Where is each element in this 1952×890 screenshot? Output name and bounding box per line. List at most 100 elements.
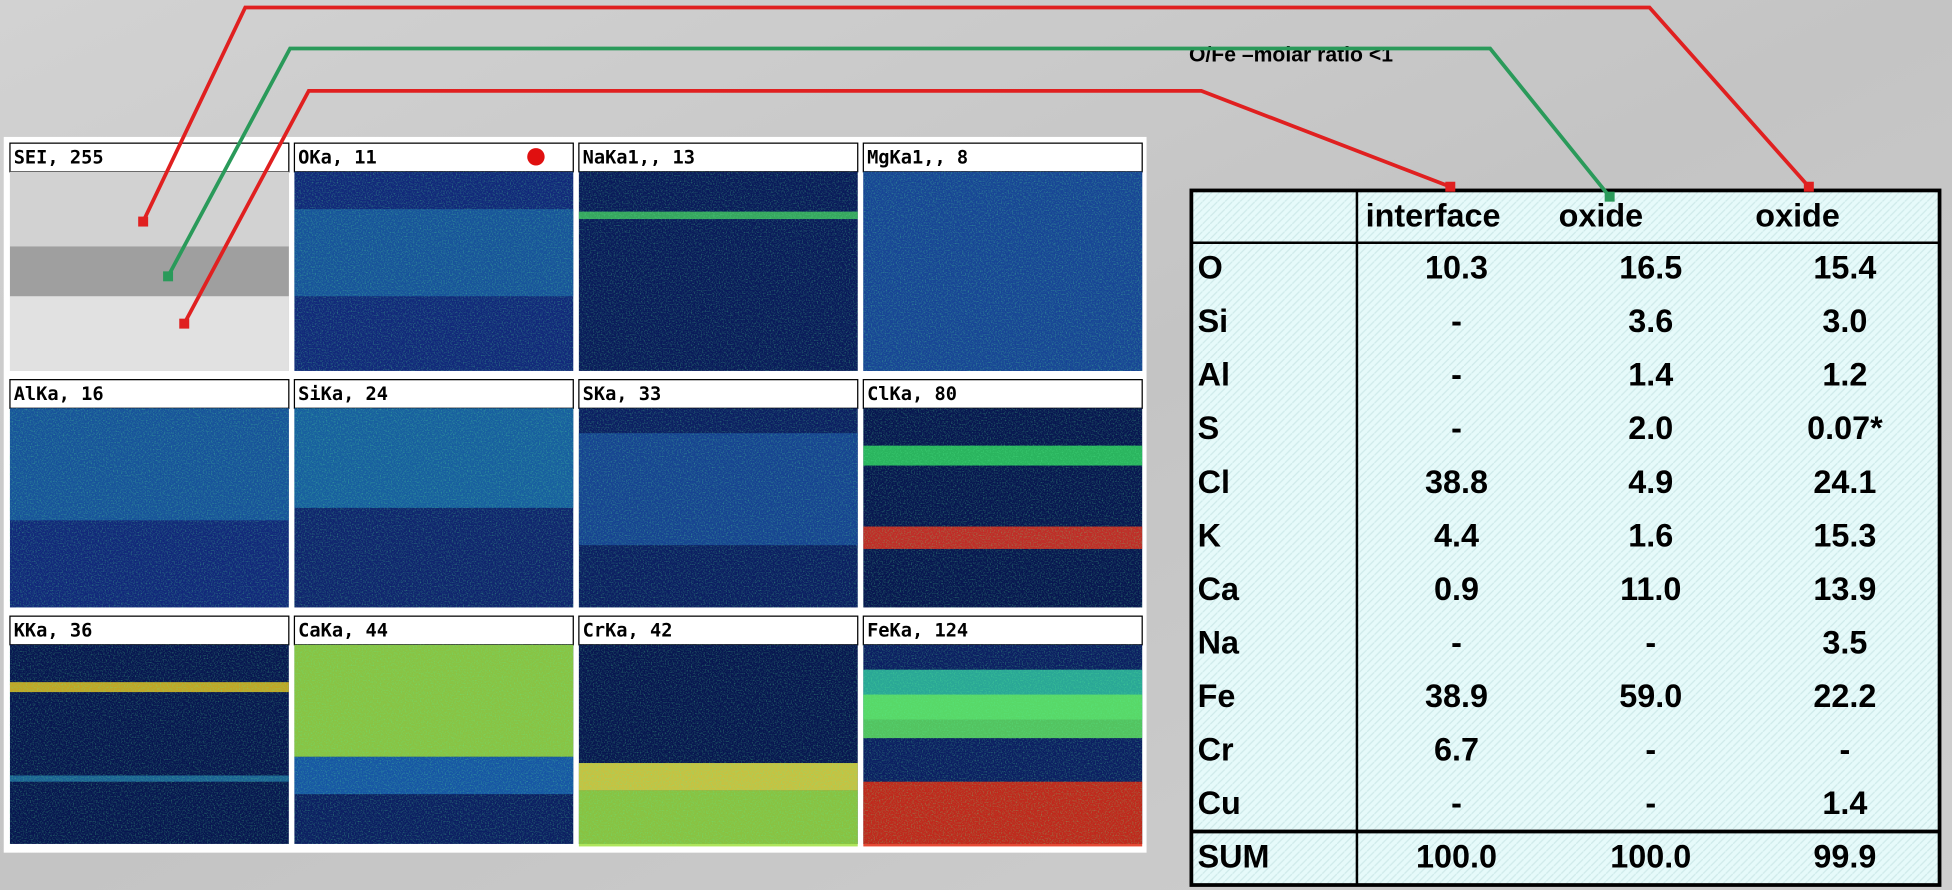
marker xyxy=(179,318,190,329)
row-label: Si xyxy=(1198,303,1229,339)
cell: 3.0 xyxy=(1822,303,1867,339)
map-noise xyxy=(578,408,858,608)
cell: - xyxy=(1451,410,1462,446)
cell: 24.1 xyxy=(1813,464,1876,500)
connectors xyxy=(138,5,1814,329)
map-label-box xyxy=(862,615,1143,646)
cell: 1.2 xyxy=(1822,357,1867,393)
cell: - xyxy=(1840,731,1851,767)
map-label-box xyxy=(862,379,1143,409)
map-noise xyxy=(863,644,1143,844)
map-noise xyxy=(9,644,289,844)
cell: 3.6 xyxy=(1628,303,1673,339)
row-label: Ca xyxy=(1198,571,1240,607)
map-label-box xyxy=(578,379,859,409)
row-label: Al xyxy=(1198,357,1230,393)
map-band xyxy=(9,296,289,371)
row-label: SUM xyxy=(1198,838,1270,874)
map-label: KKa, 36 xyxy=(14,621,93,642)
cell: 59.0 xyxy=(1619,678,1682,714)
marker xyxy=(1604,191,1615,202)
map-band xyxy=(9,246,289,297)
cell: - xyxy=(1451,624,1462,660)
cell: 0.9 xyxy=(1434,571,1479,607)
connector xyxy=(182,89,1451,325)
map-label-box xyxy=(862,142,1143,173)
cell: 15.4 xyxy=(1813,250,1876,286)
cell: 3.5 xyxy=(1822,624,1867,660)
map-label-box xyxy=(9,142,290,173)
map-label: SiKa, 24 xyxy=(298,384,388,405)
marker xyxy=(138,216,149,227)
map-noise xyxy=(578,171,858,371)
cell: 13.9 xyxy=(1813,571,1876,607)
cell: 1.4 xyxy=(1628,357,1673,393)
map-label-box xyxy=(578,142,859,173)
row-label: Fe xyxy=(1198,678,1236,714)
map-noise xyxy=(294,644,574,844)
map-label: CrKa, 42 xyxy=(583,621,673,642)
map-label: AlKa, 16 xyxy=(14,384,104,405)
cell: 11.0 xyxy=(1620,571,1681,607)
cell: 100.0 xyxy=(1610,838,1691,874)
map-noise xyxy=(578,644,858,844)
map-label-box xyxy=(578,615,859,646)
cell: 0.07* xyxy=(1807,410,1883,446)
cell: 15.3 xyxy=(1813,517,1876,553)
row-label: Cl xyxy=(1198,464,1230,500)
table: interface oxide oxide O 10.3 16.5 15.4 Si - 3.6 3.… xyxy=(1189,188,1942,887)
map-label: SKa, 33 xyxy=(583,384,662,405)
cell: 6.7 xyxy=(1434,731,1479,767)
cell: 4.9 xyxy=(1628,464,1673,500)
map-label-box xyxy=(293,615,574,646)
map-noise xyxy=(863,171,1143,371)
connector xyxy=(141,5,1811,223)
cell: 2.0 xyxy=(1628,410,1673,446)
column-header: oxide xyxy=(1755,197,1840,233)
map-noise xyxy=(9,408,289,608)
cell: 38.8 xyxy=(1425,464,1488,500)
cell: - xyxy=(1451,785,1462,821)
row-label: O xyxy=(1198,250,1223,286)
map-noise xyxy=(863,408,1143,608)
map-label: MgKa1,, 8 xyxy=(867,148,968,169)
cell: 4.4 xyxy=(1434,517,1479,553)
row-label: K xyxy=(1198,517,1222,553)
cell: - xyxy=(1451,303,1462,339)
cell: - xyxy=(1451,357,1462,393)
cell: 99.9 xyxy=(1813,838,1876,874)
map-label: FeKa, 124 xyxy=(867,621,968,642)
row-label: Na xyxy=(1198,624,1240,660)
map-label: ClKa, 80 xyxy=(867,384,957,405)
indicator-dot xyxy=(527,148,545,166)
cell: - xyxy=(1645,785,1656,821)
map-label-box xyxy=(9,379,290,409)
marker xyxy=(1803,181,1814,192)
column-header: interface xyxy=(1366,197,1501,233)
connector xyxy=(166,46,1612,278)
cell: 1.4 xyxy=(1822,785,1867,821)
map-label: CaKa, 44 xyxy=(298,621,388,642)
map-label-box xyxy=(293,142,574,173)
row-label: Cu xyxy=(1198,785,1241,821)
cell: 22.2 xyxy=(1813,678,1876,714)
cell: 100.0 xyxy=(1416,838,1497,874)
map-label-box xyxy=(9,615,290,646)
map-label: OKa, 11 xyxy=(298,148,377,169)
table-bg xyxy=(1189,188,1942,887)
cell: 1.6 xyxy=(1628,517,1673,553)
map-label: SEI, 255 xyxy=(14,148,104,169)
cell: - xyxy=(1645,731,1656,767)
map-label: NaKa1,, 13 xyxy=(583,148,695,169)
cell: 10.3 xyxy=(1425,250,1488,286)
marker xyxy=(1445,181,1456,192)
marker xyxy=(163,271,174,282)
map-grid: SEI, 255 OKa, 11 NaKa1,, 13 MgKa1,, 8 AlKa, … xyxy=(9,142,1143,847)
row-label: S xyxy=(1198,410,1220,446)
cell: 16.5 xyxy=(1619,250,1682,286)
column-header: oxide xyxy=(1559,197,1644,233)
cell: 38.9 xyxy=(1425,678,1488,714)
row-label: Cr xyxy=(1198,731,1234,767)
map-noise xyxy=(294,171,574,371)
